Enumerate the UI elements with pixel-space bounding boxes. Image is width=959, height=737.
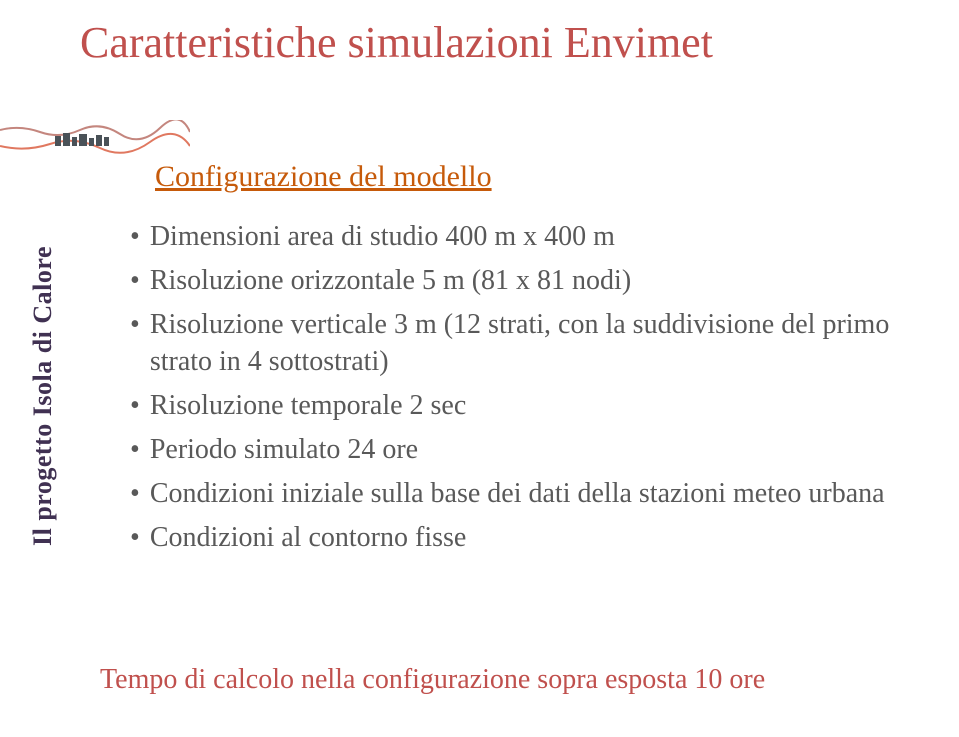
slide: Caratteristiche simulazioni Envimet Conf… — [0, 0, 959, 737]
slide-subtitle: Configurazione del modello — [155, 160, 492, 194]
list-item: • Risoluzione orizzontale 5 m (81 x 81 no… — [130, 262, 899, 300]
slide-title: Caratteristiche simulazioni Envimet — [80, 18, 713, 69]
list-item: • Risoluzione temporale 2 sec — [130, 387, 899, 425]
bullet-icon: • — [130, 387, 140, 425]
list-item: • Condizioni al contorno fisse — [130, 519, 899, 557]
list-item: • Dimensioni area di studio 400 m x 400 m — [130, 218, 899, 256]
list-item: • Condizioni iniziale sulla base dei dati… — [130, 475, 899, 513]
bullet-icon: • — [130, 262, 140, 300]
list-item-text: Condizioni iniziale sulla base dei dati … — [150, 475, 899, 513]
sidebar-label: Il progetto Isola di Calore — [28, 246, 58, 546]
bullet-icon: • — [130, 519, 140, 557]
list-item: • Risoluzione verticale 3 m (12 strati, c… — [130, 306, 899, 382]
bullet-list: • Dimensioni area di studio 400 m x 400 m… — [130, 218, 899, 562]
bullet-icon: • — [130, 475, 140, 513]
footer-note: Tempo di calcolo nella configurazione so… — [100, 662, 765, 698]
bullet-icon: • — [130, 431, 140, 469]
list-item-text: Dimensioni area di studio 400 m x 400 m — [150, 218, 899, 256]
project-logo — [0, 120, 190, 158]
list-item-text: Periodo simulato 24 ore — [150, 431, 899, 469]
bullet-icon: • — [130, 218, 140, 256]
bullet-icon: • — [130, 306, 140, 344]
list-item-text: Risoluzione orizzontale 5 m (81 x 81 nod… — [150, 262, 899, 300]
list-item-text: Risoluzione verticale 3 m (12 strati, co… — [150, 306, 899, 382]
list-item-text: Risoluzione temporale 2 sec — [150, 387, 899, 425]
list-item: • Periodo simulato 24 ore — [130, 431, 899, 469]
list-item-text: Condizioni al contorno fisse — [150, 519, 899, 557]
sidebar: Il progetto Isola di Calore — [28, 206, 58, 586]
